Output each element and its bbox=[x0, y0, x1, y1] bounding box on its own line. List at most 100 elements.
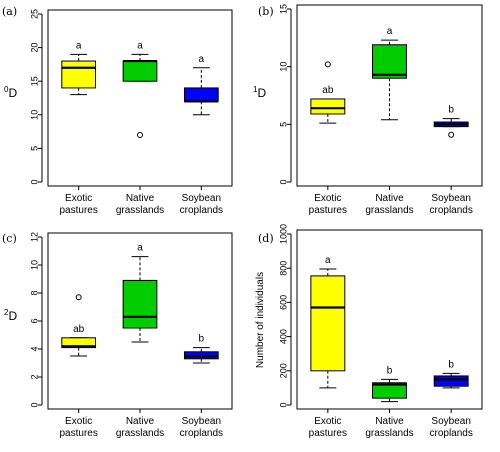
y-tick-label: 4 bbox=[29, 346, 39, 351]
box-2: a bbox=[372, 26, 407, 121]
y-tick-label: 15 bbox=[278, 4, 288, 14]
significance-letter: a bbox=[137, 40, 143, 51]
category-label-line: grasslands bbox=[116, 428, 164, 439]
box-1: ab bbox=[61, 294, 97, 357]
box-3: a bbox=[183, 54, 219, 116]
box-1: ab bbox=[310, 61, 346, 124]
significance-letter: ab bbox=[322, 85, 334, 96]
box-2: a bbox=[122, 40, 158, 138]
category-label: Exotic pastures bbox=[309, 416, 347, 439]
significance-letter: b bbox=[448, 359, 454, 370]
box-2: a bbox=[122, 243, 158, 343]
box-body bbox=[372, 44, 407, 79]
box-body bbox=[310, 275, 346, 372]
category-label-line: pastures bbox=[309, 428, 347, 439]
significance-letter: a bbox=[387, 26, 393, 37]
significance-letter: b bbox=[387, 365, 393, 376]
y-tick-label: 8 bbox=[29, 290, 39, 295]
significance-letter: b bbox=[448, 105, 454, 116]
category-label-line: grasslands bbox=[365, 428, 413, 439]
y-tick-label: 5 bbox=[29, 146, 39, 151]
box-3: b bbox=[433, 105, 469, 138]
category-label-line: croplands bbox=[429, 205, 472, 216]
y-axis-label: 1D bbox=[253, 85, 266, 100]
y-tick-label: 600 bbox=[278, 295, 288, 310]
category-label-line: pastures bbox=[59, 205, 97, 216]
y-axis-label: 0D bbox=[4, 85, 17, 100]
y-tick-label: 1000 bbox=[278, 224, 288, 244]
y-tick-label: 5 bbox=[278, 122, 288, 127]
y-tick-label: 2 bbox=[29, 374, 39, 379]
y-axis-label-main: D bbox=[257, 86, 266, 100]
category-label-line: Exotic bbox=[65, 416, 92, 427]
y-tick-label: 10 bbox=[29, 260, 39, 270]
y-axis-label: Number of individuals bbox=[255, 272, 266, 368]
category-label-line: croplands bbox=[429, 428, 472, 439]
significance-letter: a bbox=[325, 255, 331, 266]
significance-letter: a bbox=[199, 54, 205, 65]
y-tick-label: 20 bbox=[29, 43, 39, 53]
box-body bbox=[122, 279, 158, 329]
y-axis-label-superscript: 1 bbox=[253, 85, 258, 94]
category-label: Native grasslands bbox=[116, 416, 164, 439]
y-axis-label-superscript: 2 bbox=[4, 308, 9, 317]
category-label-line: Native bbox=[375, 193, 404, 204]
outlier-point bbox=[324, 61, 331, 68]
box-body bbox=[310, 98, 346, 115]
panel-label: (a) bbox=[2, 5, 17, 18]
category-label: Soybean croplands bbox=[429, 416, 472, 439]
box-body bbox=[433, 375, 469, 387]
panel-label: (b) bbox=[258, 5, 274, 18]
category-label-line: grasslands bbox=[365, 205, 413, 216]
box-body bbox=[372, 382, 407, 399]
outlier-point bbox=[75, 294, 82, 301]
y-tick-label: 200 bbox=[278, 363, 288, 378]
category-label: Native grasslands bbox=[116, 193, 164, 216]
category-label-line: Exotic bbox=[65, 193, 92, 204]
category-label-line: Soybean bbox=[182, 193, 221, 204]
panel-label: (c) bbox=[2, 232, 17, 245]
category-label: Exotic pastures bbox=[59, 193, 97, 216]
category-label-line: Soybean bbox=[431, 193, 470, 204]
significance-letter: a bbox=[137, 243, 143, 254]
box-2: b bbox=[372, 365, 407, 403]
box-1: a bbox=[310, 255, 346, 389]
y-tick-label: 0 bbox=[29, 402, 39, 407]
box-body bbox=[183, 87, 219, 102]
category-label-line: Native bbox=[126, 193, 155, 204]
category-label-line: Soybean bbox=[182, 416, 221, 427]
category-label-line: Soybean bbox=[431, 416, 470, 427]
category-label-line: grasslands bbox=[116, 205, 164, 216]
category-label-line: pastures bbox=[309, 205, 347, 216]
y-tick-label: 25 bbox=[29, 9, 39, 19]
category-label-line: croplands bbox=[180, 205, 223, 216]
box-body bbox=[61, 337, 97, 349]
y-tick-label: 0 bbox=[29, 179, 39, 184]
category-label: Soybean croplands bbox=[180, 193, 223, 216]
category-label: Exotic pastures bbox=[309, 193, 347, 216]
y-tick-label: 0 bbox=[278, 179, 288, 184]
y-tick-label: 12 bbox=[29, 232, 39, 242]
box-1: a bbox=[61, 40, 97, 96]
outlier-point bbox=[137, 131, 143, 138]
y-tick-label: 400 bbox=[278, 329, 288, 344]
significance-letter: ab bbox=[73, 324, 85, 335]
y-tick-label: 0 bbox=[278, 402, 288, 407]
box-3: b bbox=[183, 334, 219, 364]
y-axis-label: 2D bbox=[4, 308, 17, 323]
significance-letter: b bbox=[199, 334, 205, 345]
y-tick-label: 6 bbox=[29, 318, 39, 323]
category-label: Soybean croplands bbox=[180, 416, 223, 439]
outlier-point bbox=[448, 131, 455, 138]
category-label-line: croplands bbox=[180, 428, 223, 439]
y-axis-label-main: D bbox=[8, 86, 17, 100]
box-3: b bbox=[433, 359, 469, 389]
panel-d: 0 200 400 600 800 1000 (d) Number of individual… bbox=[255, 224, 483, 439]
category-label: Native grasslands bbox=[365, 193, 413, 216]
panel-label: (d) bbox=[258, 232, 274, 245]
y-tick-label: 10 bbox=[278, 62, 288, 72]
